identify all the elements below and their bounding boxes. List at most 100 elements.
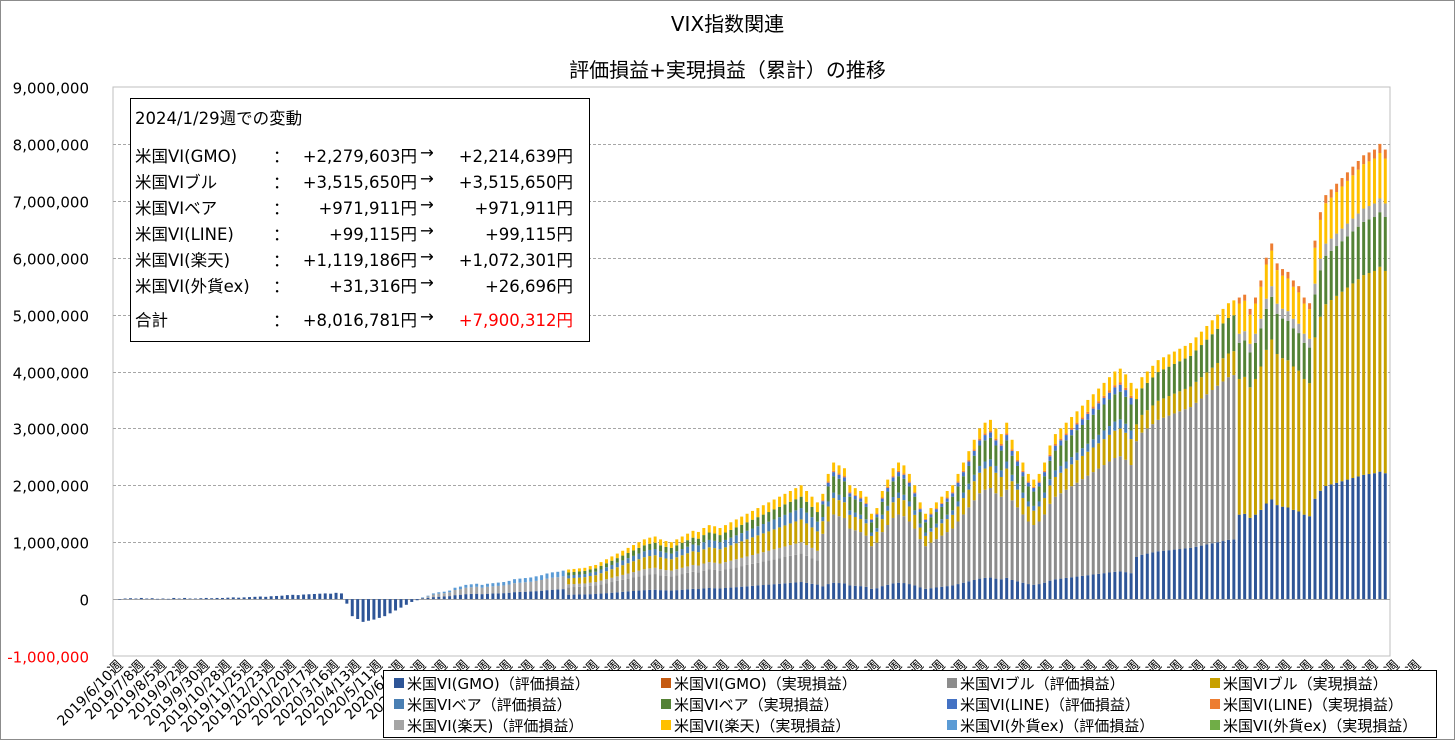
bar-segment	[610, 582, 614, 593]
bar-segment	[1216, 362, 1220, 386]
bar-segment	[367, 599, 370, 621]
bar-segment	[648, 543, 652, 550]
bar-segment	[1107, 572, 1111, 600]
bar-segment	[1291, 366, 1295, 510]
bar-segment	[788, 555, 792, 583]
bar-segment	[1129, 404, 1133, 431]
bar-segment	[604, 571, 608, 580]
bar-segment	[978, 445, 982, 466]
bar-segment	[1151, 424, 1155, 553]
bar-segment	[1005, 468, 1009, 490]
bar-segment	[718, 588, 722, 600]
bar-segment	[1070, 427, 1074, 430]
bar-segment	[626, 573, 630, 579]
bar-segment	[837, 465, 841, 474]
bar-segment	[1254, 297, 1257, 304]
bar-segment	[323, 593, 327, 600]
bar-segment	[642, 569, 646, 576]
bar-segment	[756, 585, 760, 600]
bar-segment	[1124, 572, 1128, 600]
bar-segment	[1210, 367, 1214, 390]
bar-segment	[924, 518, 928, 520]
bar-segment	[1016, 483, 1019, 490]
bar-segment	[891, 477, 895, 482]
bar-segment	[761, 585, 765, 600]
bar-segment	[675, 545, 679, 552]
bar-segment	[1243, 340, 1247, 377]
bar-segment	[664, 558, 668, 571]
bar-segment	[1124, 459, 1128, 573]
bar-segment	[918, 523, 922, 528]
bar-segment	[1308, 347, 1312, 384]
bar-segment	[1248, 308, 1252, 315]
bar-segment	[615, 576, 619, 581]
bar-segment	[1259, 509, 1263, 600]
bar-segment	[1259, 328, 1263, 367]
bar-segment	[1107, 392, 1111, 400]
bar-segment	[1378, 153, 1382, 199]
bar-segment	[1329, 484, 1333, 600]
bar-segment	[172, 597, 176, 600]
bar-segment	[1026, 486, 1030, 502]
bar-segment	[761, 505, 765, 515]
bar-segment	[659, 575, 663, 591]
bar-segment	[161, 598, 165, 600]
bar-segment	[940, 535, 944, 587]
bar-segment	[1113, 371, 1117, 386]
bar-segment	[1086, 575, 1090, 600]
bar-segment	[972, 450, 976, 456]
bar-segment	[680, 549, 684, 556]
bar-segment	[1102, 395, 1106, 399]
bar-segment	[139, 597, 143, 600]
bar-segment	[978, 438, 982, 441]
bar-segment	[1075, 460, 1079, 483]
bar-segment	[1356, 169, 1360, 214]
bar-segment	[1243, 513, 1247, 600]
bar-segment	[756, 562, 760, 586]
bar-segment	[572, 571, 576, 575]
bar-segment	[1318, 270, 1322, 317]
bar-segment	[1172, 549, 1176, 600]
legend-swatch	[394, 720, 404, 730]
bar-segment	[918, 539, 922, 588]
info-to-value: +2,214,639円	[458, 147, 573, 166]
bar-segment	[1156, 551, 1160, 600]
bar-segment	[723, 562, 727, 570]
bar-segment	[761, 552, 765, 562]
bar-segment	[1313, 283, 1317, 295]
bar-segment	[913, 585, 917, 600]
bar-segment	[870, 546, 873, 589]
bar-segment	[729, 587, 733, 600]
bar-segment	[1270, 296, 1274, 340]
bar-segment	[983, 468, 987, 490]
bar-segment	[312, 593, 316, 600]
bar-segment	[1281, 318, 1285, 359]
legend-swatch	[661, 699, 671, 709]
bar-segment	[772, 529, 776, 550]
bar-segment	[729, 529, 733, 538]
bar-segment	[480, 587, 484, 595]
bar-segment	[1048, 485, 1052, 504]
bar-segment	[1275, 354, 1279, 506]
bar-segment	[772, 549, 776, 560]
bar-segment	[1091, 414, 1095, 440]
bar-segment	[659, 539, 663, 546]
bar-segment	[1053, 579, 1057, 600]
bar-segment	[1286, 271, 1290, 279]
bar-segment	[675, 539, 679, 546]
bar-segment	[1226, 318, 1230, 354]
bar-segment	[453, 590, 457, 596]
bar-segment	[1075, 452, 1079, 461]
bar-segment	[621, 579, 625, 592]
bar-segment	[177, 598, 181, 600]
bar-segment	[1043, 514, 1047, 583]
bar-segment	[1102, 398, 1106, 405]
bar-segment	[983, 440, 987, 462]
bar-segment	[1216, 385, 1220, 543]
bar-segment	[1091, 447, 1095, 473]
bar-segment	[1259, 318, 1263, 329]
bar-segment	[1383, 473, 1387, 600]
bar-segment	[772, 509, 776, 520]
bar-segment	[1021, 492, 1025, 499]
legend-label: 米国VI(楽天)（実現損益）	[674, 717, 851, 735]
